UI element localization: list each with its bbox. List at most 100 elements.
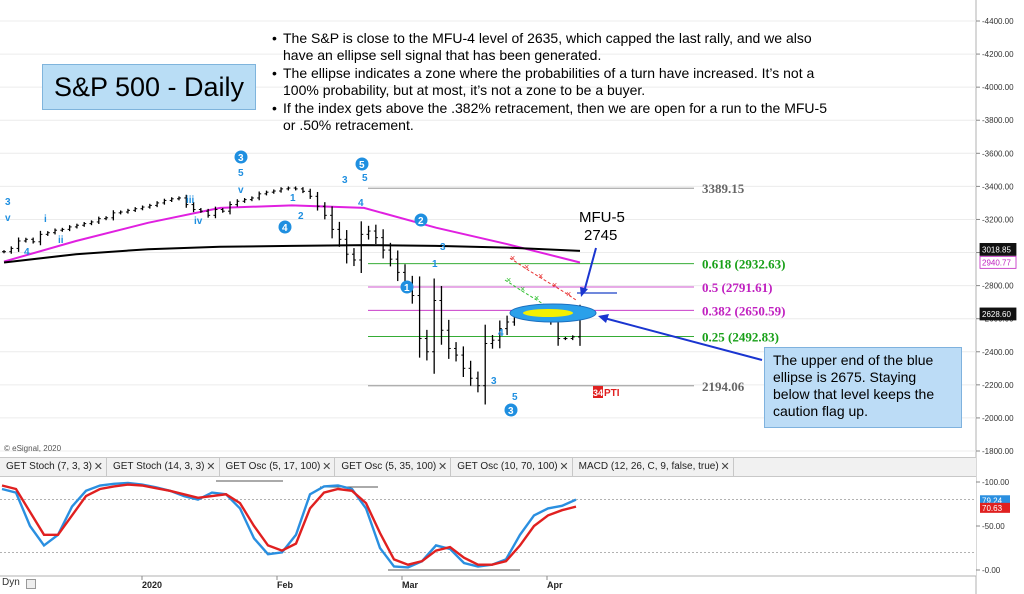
oscillator-tick-label: -50.00 bbox=[982, 522, 1005, 531]
price-bar bbox=[308, 188, 313, 199]
price-bar bbox=[497, 320, 502, 349]
black-moving-average bbox=[3, 244, 581, 264]
tab-label: GET Stoch (7, 3, 3) bbox=[6, 461, 92, 472]
price-bar bbox=[31, 237, 36, 244]
price-bar bbox=[228, 201, 233, 215]
price-tick-label: -2200.00 bbox=[982, 381, 1014, 390]
wave-label: v bbox=[5, 213, 11, 224]
oscillator-background bbox=[0, 476, 976, 576]
price-bar bbox=[563, 336, 568, 341]
price-bar bbox=[330, 206, 335, 239]
tab-label: GET Osc (5, 17, 100) bbox=[225, 461, 321, 472]
close-icon[interactable]: ✕ bbox=[720, 461, 730, 473]
price-bar bbox=[82, 222, 87, 227]
svg-text:×: × bbox=[506, 275, 511, 285]
price-badge-label: 3018.85 bbox=[982, 245, 1011, 254]
close-icon[interactable]: ✕ bbox=[322, 461, 332, 473]
moving-averages bbox=[3, 204, 581, 264]
copyright: © eSignal, 2020 bbox=[4, 444, 62, 453]
price-badge: 3018.85 bbox=[979, 243, 1017, 256]
tab-get-stoch-14[interactable]: GET Stoch (14, 3, 3) ✕ bbox=[107, 458, 220, 476]
price-bar bbox=[490, 334, 495, 349]
wave-circle bbox=[234, 150, 248, 164]
wave-circle bbox=[278, 220, 292, 234]
price-bar bbox=[111, 210, 116, 221]
price-bar bbox=[213, 206, 218, 219]
price-bar bbox=[461, 346, 466, 377]
close-icon[interactable]: ✕ bbox=[206, 461, 216, 473]
tab-macd[interactable]: MACD (12, 26, C, 9, false, true) ✕ bbox=[573, 458, 734, 476]
close-icon[interactable]: ✕ bbox=[559, 461, 569, 473]
price-bar bbox=[286, 186, 291, 191]
price-bar bbox=[155, 201, 160, 208]
wave-label: 3 bbox=[440, 242, 446, 253]
wave-circle bbox=[504, 403, 518, 417]
svg-text:×: × bbox=[510, 253, 515, 263]
wave-label: 3 bbox=[342, 175, 348, 186]
mfu-red-line: × × × × × bbox=[509, 253, 577, 301]
tab-get-osc-10-70[interactable]: GET Osc (10, 70, 100) ✕ bbox=[451, 458, 573, 476]
price-bar bbox=[315, 191, 320, 211]
dyn-toggle-button[interactable] bbox=[26, 579, 36, 589]
wave-label: 4 bbox=[358, 198, 364, 209]
price-bar bbox=[293, 186, 298, 191]
wave-circle-label: 5 bbox=[355, 157, 369, 171]
callout-arrow bbox=[603, 317, 763, 361]
price-bar bbox=[53, 228, 58, 235]
svg-text:×: × bbox=[534, 293, 539, 303]
wave-circle bbox=[355, 157, 369, 171]
time-tick-label: Feb bbox=[277, 580, 294, 590]
mfu5-annotation: MFU-5 2745 bbox=[579, 209, 625, 244]
price-bar bbox=[162, 198, 167, 205]
tab-get-osc-5-35[interactable]: GET Osc (5, 35, 100) ✕ bbox=[335, 458, 452, 476]
tab-label: GET Stoch (14, 3, 3) bbox=[112, 461, 205, 472]
wave-circle-number: 3 bbox=[238, 153, 244, 164]
tab-label: MACD (12, 26, C, 9, false, true) bbox=[578, 461, 719, 472]
wave-circle-label: 3 bbox=[234, 150, 248, 164]
dyn-label: Dyn bbox=[2, 577, 20, 588]
wave-label: 3 bbox=[5, 197, 11, 208]
mfu5-arrow bbox=[583, 247, 597, 293]
oscillator-badge: 70.63 bbox=[980, 502, 1010, 513]
price-bar bbox=[176, 196, 181, 201]
price-tick-label: -4000.00 bbox=[982, 83, 1014, 92]
price-bar bbox=[2, 250, 6, 254]
svg-text:×: × bbox=[520, 284, 525, 294]
indicator-tab-bar: GET Stoch (7, 3, 3) ✕ GET Stoch (14, 3, 3… bbox=[0, 457, 976, 477]
price-bar bbox=[235, 199, 240, 207]
mfu5-label: MFU-5 bbox=[579, 209, 625, 226]
fib-level-label: 0.25 (2492.83) bbox=[702, 329, 779, 344]
tab-get-osc-5-17[interactable]: GET Osc (5, 17, 100) ✕ bbox=[220, 458, 336, 476]
tab-label: GET Osc (10, 70, 100) bbox=[457, 461, 558, 472]
price-bar bbox=[337, 221, 342, 247]
wave-label: 3 bbox=[491, 376, 497, 387]
price-bar bbox=[9, 246, 14, 254]
note-item: The ellipse indicates a zone where the p… bbox=[272, 65, 832, 99]
sell-signal-ellipse bbox=[509, 303, 597, 323]
wave-circle-number: 3 bbox=[508, 406, 514, 417]
pti-text: PTI bbox=[604, 388, 620, 399]
price-badge-bg bbox=[979, 307, 1017, 321]
price-bar bbox=[249, 196, 254, 202]
close-icon[interactable]: ✕ bbox=[438, 461, 448, 473]
tab-get-stoch-7[interactable]: GET Stoch (7, 3, 3) ✕ bbox=[0, 458, 107, 476]
fib-level-label: 0.618 (2932.63) bbox=[702, 257, 785, 272]
close-icon[interactable]: ✕ bbox=[93, 461, 103, 473]
price-bar bbox=[381, 229, 386, 259]
price-bar bbox=[169, 197, 174, 203]
price-bar bbox=[257, 191, 262, 201]
wave-label: 1 bbox=[432, 259, 438, 270]
price-bar bbox=[483, 324, 488, 405]
oscillator-tick-label: -100.00 bbox=[982, 478, 1010, 487]
price-axis-badges: 3018.85 2940.77 2628.60 bbox=[979, 243, 1017, 321]
fib-level-label: 0.382 (2650.59) bbox=[702, 303, 785, 318]
time-tick-label: Mar bbox=[402, 580, 419, 590]
time-tick-label: 2020 bbox=[142, 580, 162, 590]
wave-label: v bbox=[238, 185, 244, 196]
svg-text:×: × bbox=[538, 271, 543, 281]
price-bar bbox=[271, 189, 276, 194]
callout-box: The upper end of the blue ellipse is 267… bbox=[764, 347, 962, 428]
price-tick-label: -2400.00 bbox=[982, 348, 1014, 357]
wave-circle bbox=[414, 213, 428, 227]
